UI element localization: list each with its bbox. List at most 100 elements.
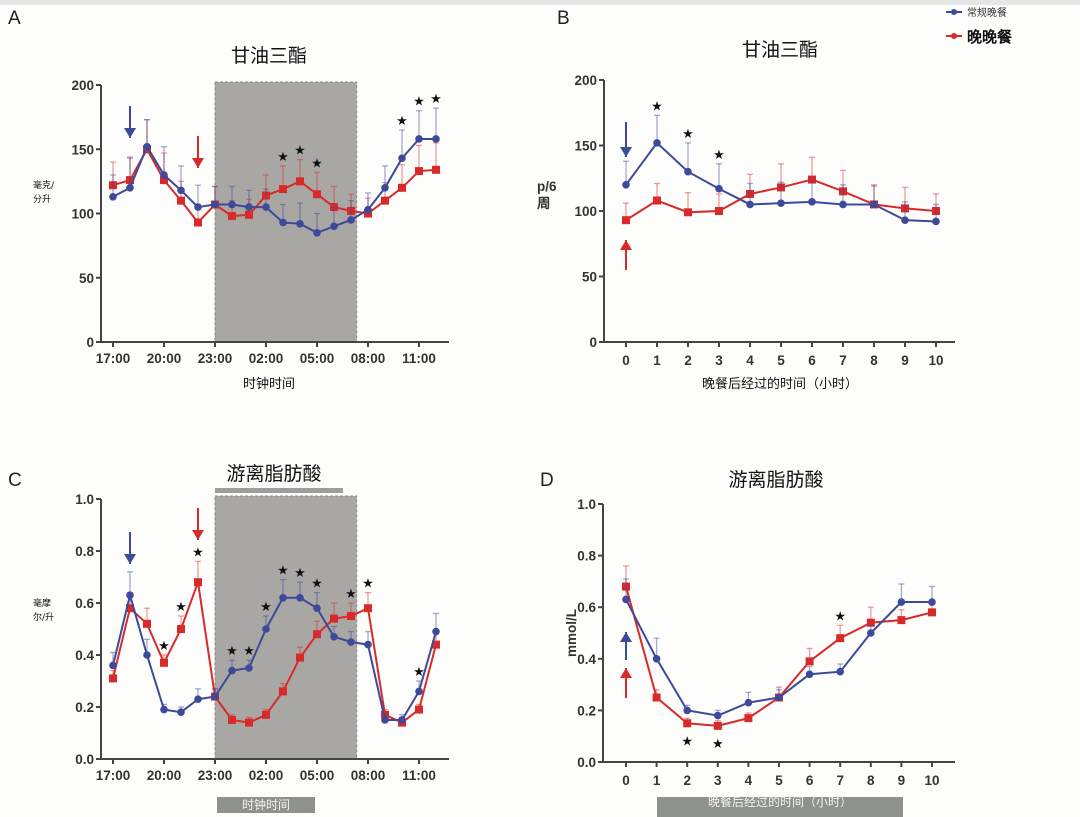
data-point [296, 177, 304, 186]
panel-letter: C [8, 470, 22, 491]
significance-star: ★ [345, 587, 357, 602]
data-point [126, 184, 134, 192]
series-line [112, 137, 436, 234]
data-point [381, 716, 389, 724]
x-tick-label: 23:00 [198, 768, 233, 783]
data-point [364, 640, 372, 649]
series-regular-dinner [622, 114, 940, 226]
y-tick-label: 200 [71, 78, 94, 93]
data-point [109, 674, 117, 683]
y-tick-label: 0.2 [75, 700, 94, 715]
data-point [296, 653, 304, 662]
significance-star: ★ [651, 99, 663, 114]
y-tick-label: 0.6 [577, 600, 596, 615]
data-point [744, 698, 753, 707]
x-tick-label: 3 [715, 353, 723, 368]
data-point [839, 200, 847, 209]
data-point [381, 184, 389, 192]
x-tick-label: 02:00 [249, 768, 284, 783]
data-point [313, 630, 321, 639]
y-tick-label: 50 [79, 271, 94, 286]
x-tick-label: 7 [839, 353, 847, 368]
significance-star: ★ [311, 577, 323, 592]
data-point [228, 212, 236, 221]
y-tick-label: 1.0 [75, 492, 94, 507]
data-point [897, 616, 906, 625]
series-regular-dinner [109, 107, 440, 237]
data-point [347, 206, 355, 215]
data-point [622, 582, 630, 591]
significance-star: ★ [192, 545, 204, 560]
data-point [194, 218, 202, 227]
y-tick-label: 150 [71, 142, 94, 157]
data-point [211, 692, 219, 701]
data-point [330, 222, 338, 231]
data-point [653, 139, 661, 147]
data-point [398, 183, 406, 192]
x-tick-label: 4 [746, 353, 754, 368]
data-point [746, 189, 754, 198]
y-axis-label-line: 尔/升 [33, 611, 54, 623]
data-point [245, 203, 253, 211]
data-point [347, 216, 355, 224]
data-point [126, 176, 134, 185]
data-point [313, 190, 321, 199]
data-point [746, 200, 754, 209]
panel-letter: B [557, 8, 570, 29]
data-point [415, 687, 423, 696]
data-point [364, 205, 372, 214]
series-regular-dinner [109, 571, 440, 724]
x-tick-label: 9 [901, 353, 909, 368]
x-tick-label: 1 [653, 773, 661, 788]
significance-star: ★ [243, 644, 255, 659]
data-point [866, 618, 875, 627]
data-point [415, 167, 423, 176]
significance-star: ★ [175, 600, 187, 615]
x-tick-label: 08:00 [351, 768, 386, 783]
series-line [625, 586, 933, 727]
x-tick-label: 0 [622, 353, 630, 368]
data-point [194, 578, 202, 587]
data-point [245, 718, 253, 727]
data-point [805, 670, 814, 679]
data-point [622, 181, 630, 189]
data-point [715, 207, 723, 215]
y-tick-label: 0 [589, 335, 597, 350]
data-point [653, 196, 661, 205]
data-point [932, 217, 940, 226]
data-point [901, 216, 909, 224]
arrow-head [124, 128, 136, 138]
data-point [867, 629, 875, 637]
significance-star: ★ [413, 665, 425, 680]
meal-arrow-icon [192, 508, 204, 540]
series-regular-dinner [622, 578, 936, 720]
chart-title: 甘油三酯 [742, 39, 818, 61]
data-point [143, 651, 151, 659]
arrow-head [620, 147, 632, 157]
x-tick-label: 2 [684, 353, 692, 368]
y-tick-label: 1.0 [577, 497, 596, 512]
data-point [432, 135, 440, 143]
data-point [109, 661, 117, 670]
data-point [313, 228, 321, 237]
x-tick-label: 08:00 [351, 351, 386, 366]
data-point [228, 200, 236, 209]
x-tick-label: 1 [653, 353, 661, 368]
data-point [262, 191, 270, 200]
data-point [381, 196, 389, 205]
data-point [126, 604, 134, 613]
data-point [262, 203, 270, 211]
data-point [622, 595, 630, 604]
data-point [398, 154, 406, 163]
x-tick-label: 8 [867, 773, 875, 788]
data-point [415, 135, 423, 143]
title-underline-bar [215, 488, 343, 493]
data-point [296, 219, 304, 228]
data-point [398, 716, 406, 724]
x-tick-label: 10 [928, 353, 943, 368]
significance-star: ★ [294, 566, 306, 581]
y-tick-label: 200 [574, 73, 597, 88]
x-label-bar [657, 797, 903, 817]
